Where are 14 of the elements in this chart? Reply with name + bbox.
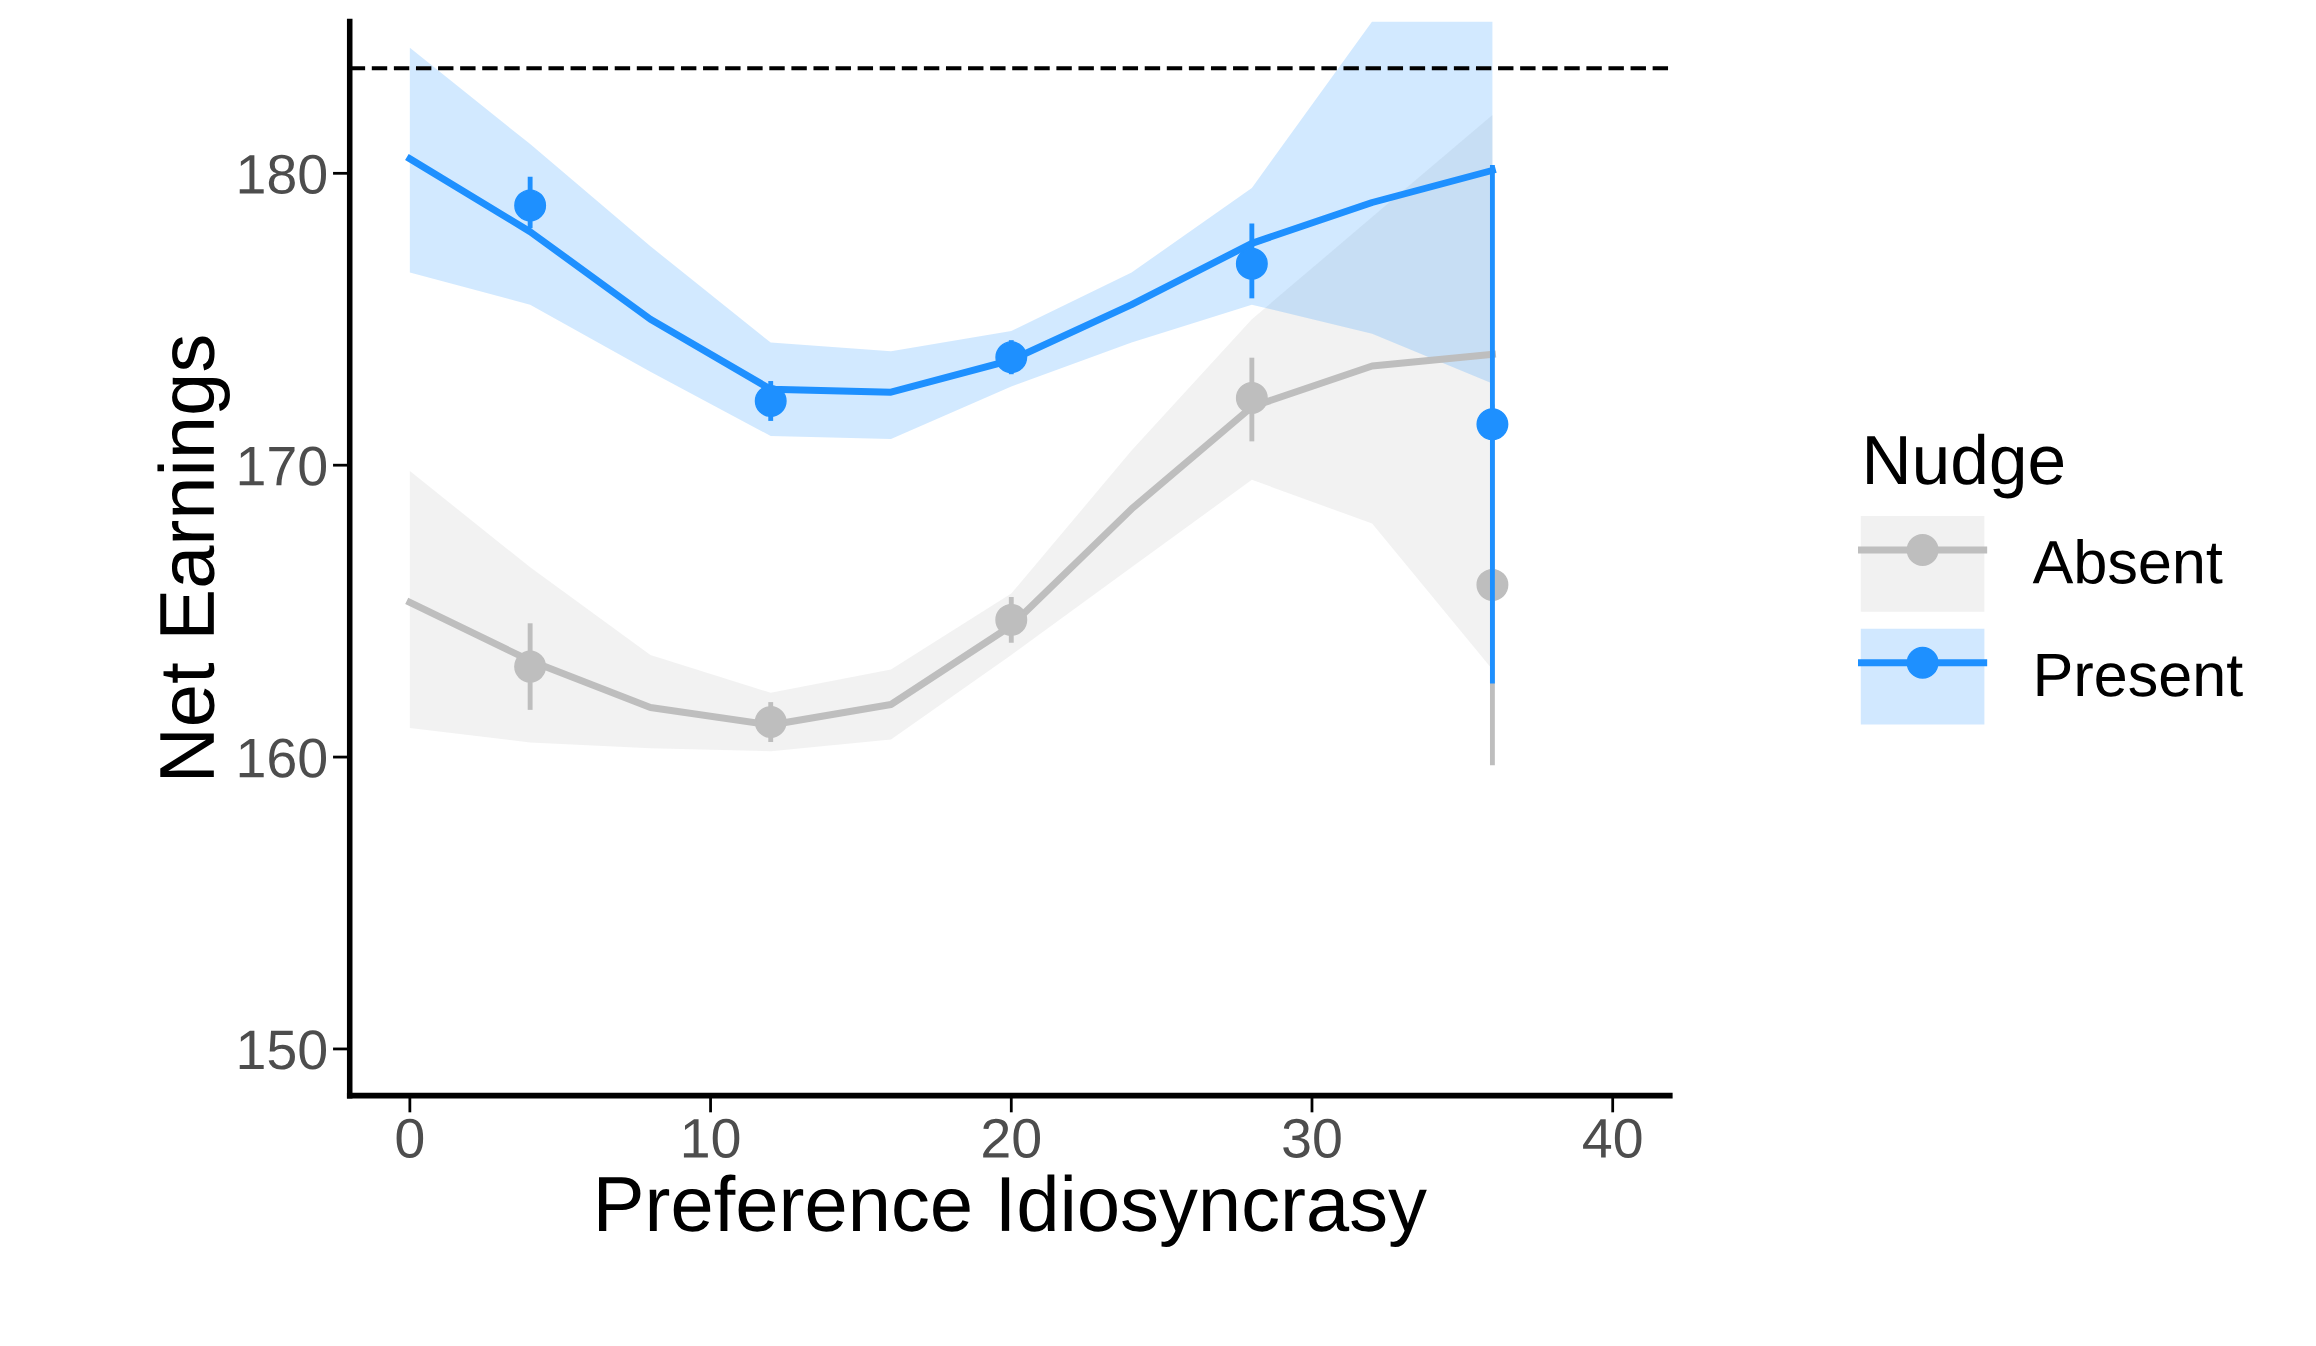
x-tick-label: 10 [683, 1118, 740, 1158]
x-tick-label: 20 [983, 1118, 1041, 1158]
x-axis-title: Preference Idiosyncrasy [599, 1174, 1427, 1248]
y-axis-title: Net Earnings [157, 336, 230, 778]
x-tick-label: 0 [396, 1118, 424, 1158]
y-tick-label: 150 [239, 1030, 327, 1070]
legend-label: Present [2037, 654, 2243, 697]
y-tick-label: 160 [239, 738, 327, 778]
y-tick-label: 170 [239, 446, 327, 486]
legend-title: Nudge [1867, 433, 2064, 499]
x-tick-label: 30 [1283, 1118, 1341, 1158]
x-tick-label: 40 [1583, 1118, 1642, 1158]
legend-label: Absent [2032, 539, 2223, 584]
y-tick-label: 180 [239, 154, 327, 194]
